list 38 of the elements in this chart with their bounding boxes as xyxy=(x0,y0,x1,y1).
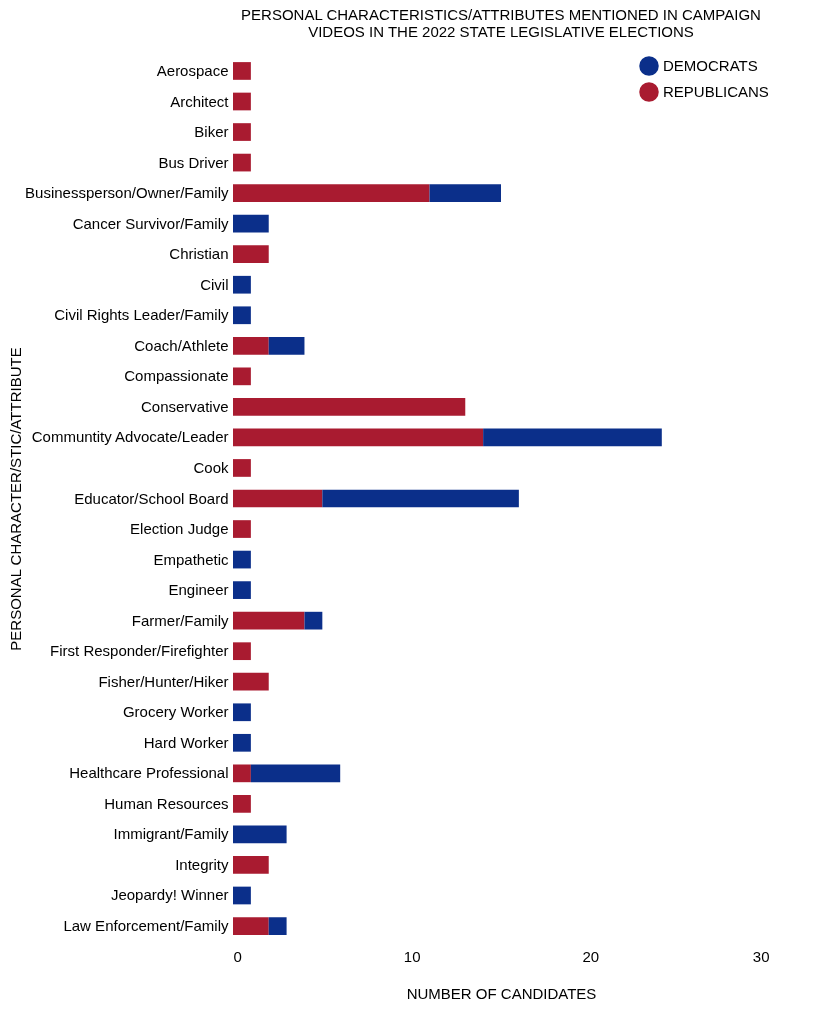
y-tick-label: Businessperson/Owner/Family xyxy=(25,184,229,202)
y-tick-label: Aerospace xyxy=(156,61,229,79)
y-tick-label: Healthcare Professional xyxy=(69,764,229,782)
chart-title: PERSONAL CHARACTERISTICS/ATTRIBUTES MENTIONED IN CAMPAIGN VIDEOS IN THE 2022 STATE LEGISLATIVE ELECTIONS xyxy=(241,6,761,40)
legend-label: REPUBLICANS xyxy=(663,83,769,100)
y-tick-label: Fisher/Hunter/Hiker xyxy=(98,672,229,690)
y-tick-label: Engineer xyxy=(168,581,229,599)
legend-label: DEMOCRATS xyxy=(663,57,758,74)
y-tick-label: Christian xyxy=(169,245,229,263)
y-tick-label: Civil xyxy=(200,275,229,293)
y-tick-label: Jeopardy! Winner xyxy=(110,886,229,904)
y-tick-label: Educator/School Board xyxy=(74,489,229,507)
y-tick-label: Cancer Survivor/Family xyxy=(72,214,229,232)
y-axis-title: PERSONAL CHARACTER/STIC/ATTRIBUTE xyxy=(6,347,24,651)
y-tick-label: Law Enforcement/Family xyxy=(63,917,229,935)
y-tick-label: Cook xyxy=(193,458,229,476)
y-tick-label: Empathetic xyxy=(153,550,229,568)
x-tick-label: 30 xyxy=(752,947,770,965)
y-tick-label: Farmer/Family xyxy=(131,611,229,629)
y-tick-label: Election Judge xyxy=(130,520,229,538)
x-tick-label: 10 xyxy=(403,947,421,965)
y-tick-label: Communtity Advocate/Leader xyxy=(31,428,229,446)
y-tick-label: Civil Rights Leader/Family xyxy=(54,306,229,324)
x-axis-title: NUMBER OF CANDIDATES xyxy=(406,984,597,1002)
y-tick-label: Conservative xyxy=(140,397,229,415)
y-tick-label: Integrity xyxy=(175,855,229,873)
y-tick-label: Architect xyxy=(170,92,230,110)
y-tick-label: Hard Worker xyxy=(143,733,229,751)
y-tick-label: Human Resources xyxy=(104,794,229,812)
x-tick-label: 0 xyxy=(233,947,242,965)
y-tick-label: First Responder/Firefighter xyxy=(50,642,229,660)
y-tick-label: Biker xyxy=(194,123,229,141)
y-tick-label: Compassionate xyxy=(124,367,229,385)
y-tick-label: Immigrant/Family xyxy=(113,825,229,843)
y-tick-label: Grocery Worker xyxy=(122,703,229,721)
x-tick-label: 20 xyxy=(582,947,600,965)
y-tick-label: Coach/Athlete xyxy=(134,336,229,354)
y-tick-label: Bus Driver xyxy=(158,153,229,171)
